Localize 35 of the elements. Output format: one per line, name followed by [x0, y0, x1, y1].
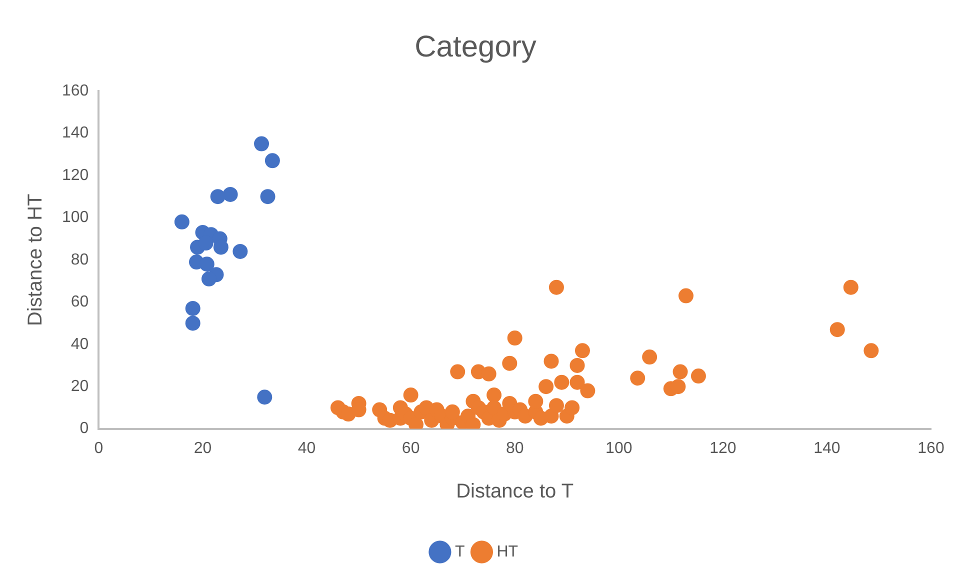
point	[174, 214, 190, 230]
x-tick-label: 60	[402, 440, 420, 457]
y-tick-label: 40	[70, 336, 89, 353]
chart-title: Category	[414, 30, 536, 64]
x-tick-label: 160	[918, 440, 944, 457]
point	[199, 256, 214, 272]
point	[185, 300, 200, 316]
point	[257, 390, 272, 405]
y-tick-label: 100	[62, 209, 89, 226]
x-tick-label: 80	[506, 440, 524, 457]
x-axis-title: Distance to T	[456, 480, 574, 503]
point	[222, 186, 238, 202]
x-tick-label: 140	[814, 440, 840, 457]
point	[185, 316, 200, 331]
legend-label: HT	[496, 543, 518, 560]
point	[210, 189, 226, 204]
point	[254, 136, 270, 152]
point	[260, 189, 276, 204]
x-tick-label: 20	[194, 440, 212, 457]
x-tick-label: 120	[710, 440, 736, 457]
y-axis-title: Distance to HT	[24, 194, 47, 326]
y-tick-label: 60	[70, 294, 89, 311]
y-tick-label: 120	[62, 166, 89, 184]
x-tick-label: 40	[298, 440, 316, 457]
legend-label: T	[454, 543, 465, 560]
y-tick-label: 80	[70, 251, 89, 268]
y-tick-label: 140	[62, 124, 89, 142]
y-tick-label: 160	[62, 82, 89, 100]
point	[232, 244, 248, 259]
point	[201, 271, 216, 286]
x-tick-label: 0	[94, 440, 104, 457]
y-tick-label: 20	[70, 378, 89, 395]
point	[264, 153, 280, 168]
x-tick-label: 100	[606, 440, 632, 457]
y-tick-label: 0	[80, 420, 89, 438]
